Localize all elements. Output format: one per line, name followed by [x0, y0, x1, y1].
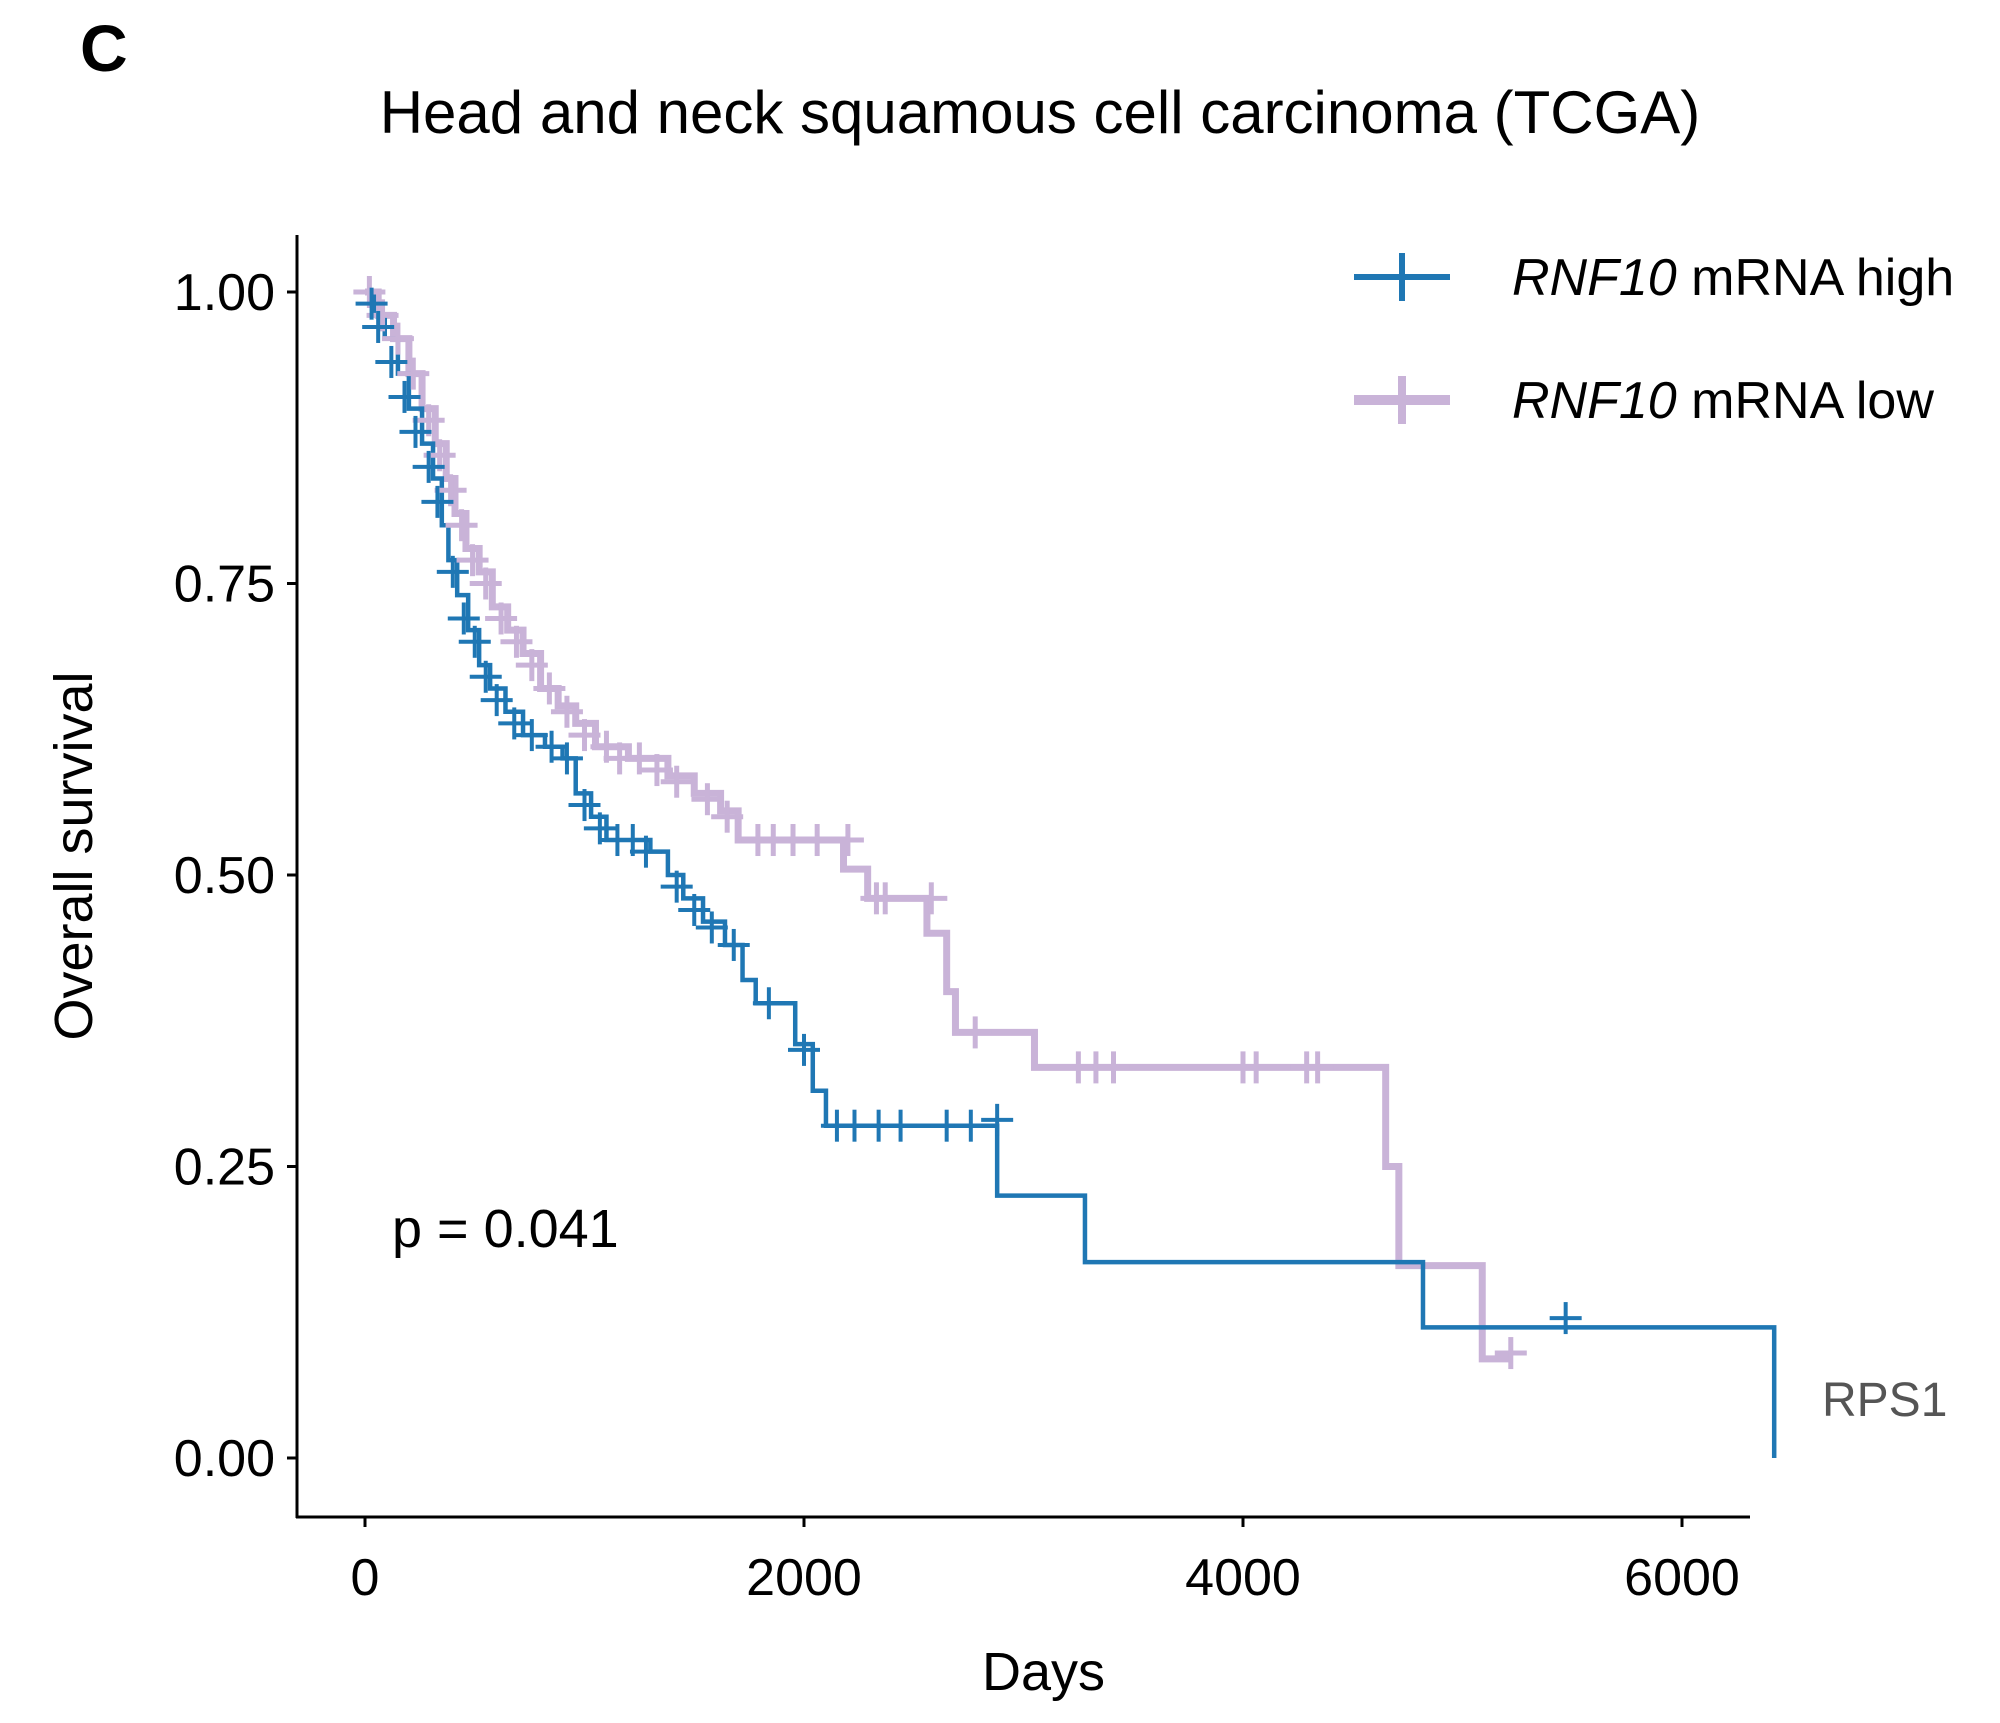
- censor-mark: [623, 742, 656, 775]
- curves: [365, 288, 1777, 1458]
- censor-mark: [445, 509, 478, 542]
- censor-mark: [1301, 1051, 1334, 1084]
- censor-mark: [412, 450, 445, 483]
- censor-mark: [629, 835, 662, 868]
- censor-mark: [801, 824, 834, 857]
- censor-mark: [397, 357, 430, 390]
- censor-mark: [981, 1103, 1014, 1136]
- censor-mark: [399, 415, 432, 448]
- censor-mark: [436, 555, 469, 588]
- censor-mark: [660, 870, 693, 903]
- censor-mark: [362, 310, 395, 343]
- y-tick-label: 0.50: [174, 847, 275, 905]
- censor-mark: [533, 672, 566, 705]
- censor-mark: [717, 928, 750, 961]
- censor-mark: [752, 987, 785, 1020]
- censor-mark: [959, 1016, 992, 1049]
- y-tick-label: 1.00: [174, 264, 275, 322]
- censor-mark: [954, 1109, 987, 1142]
- censor-mark: [831, 824, 864, 857]
- x-tick-label: 2000: [746, 1549, 862, 1607]
- censor-mark: [568, 719, 601, 752]
- censor-mark: [480, 684, 513, 717]
- legend-group-name: mRNA high: [1677, 249, 1954, 307]
- survival-curve-high: [365, 289, 1777, 1458]
- legend-gene-name: RNF10: [1512, 372, 1677, 430]
- censor-mark: [498, 707, 531, 740]
- x-tick-label: 4000: [1185, 1549, 1301, 1607]
- y-axis-title: Overall survival: [44, 671, 104, 1040]
- censor-mark: [375, 345, 408, 378]
- censor-mark: [788, 1033, 820, 1066]
- censor-mark: [515, 649, 548, 682]
- censor-mark: [388, 380, 421, 413]
- censor-mark: [678, 893, 711, 926]
- censor-mark: [869, 882, 902, 915]
- censor-mark: [915, 882, 948, 915]
- legend-gene-name: RNF10: [1512, 249, 1677, 307]
- p-value-annotation: p = 0.041: [392, 1199, 619, 1259]
- censor-mark: [421, 485, 454, 518]
- legend-group-name: mRNA low: [1677, 372, 1935, 430]
- y-tick-label: 0.75: [174, 556, 275, 614]
- censor-mark: [1240, 1051, 1273, 1084]
- y-tick-label: 0.00: [174, 1430, 275, 1488]
- censor-mark: [458, 625, 491, 658]
- censor-mark: [550, 695, 583, 728]
- censor-marks: [353, 276, 1582, 1370]
- y-tick-label: 0.25: [174, 1139, 275, 1197]
- censor-mark: [568, 789, 601, 822]
- censor-mark: [583, 812, 616, 845]
- censor-mark: [469, 567, 502, 600]
- legend-label: RNF10 mRNA low: [1512, 372, 1934, 430]
- x-axis-title: Days: [982, 1642, 1105, 1702]
- x-tick-label: 0: [351, 1549, 380, 1607]
- censor-mark: [515, 719, 548, 752]
- censor-mark: [456, 544, 489, 577]
- censor-mark: [884, 1109, 917, 1142]
- x-tick-label: 6000: [1624, 1549, 1740, 1607]
- censor-mark: [469, 660, 502, 693]
- censor-mark: [660, 765, 693, 798]
- censor-mark: [1097, 1051, 1130, 1084]
- censor-mark: [500, 625, 533, 658]
- side-label: RPS1: [1822, 1374, 1948, 1427]
- censor-mark: [550, 742, 583, 775]
- censor-mark: [640, 754, 673, 787]
- censor-mark: [447, 602, 480, 635]
- legend-item-low: RNF10 mRNA low: [1354, 372, 1934, 430]
- censor-mark: [691, 783, 724, 816]
- censor-mark: [695, 911, 728, 944]
- axes: 0.00 0.25 0.50 0.75 1.00 0 2000 4000 6000 Days Ove…: [44, 235, 1750, 1702]
- censor-mark: [1549, 1302, 1582, 1335]
- censor-mark: [1494, 1337, 1527, 1370]
- censor-mark: [711, 800, 744, 833]
- censor-mark: [381, 322, 414, 355]
- legend-label: RNF10 mRNA high: [1512, 249, 1954, 307]
- legend-item-high: RNF10 mRNA high: [1354, 249, 1954, 307]
- censor-mark: [355, 287, 388, 320]
- panel-letter: C: [80, 11, 128, 85]
- censor-mark: [485, 602, 518, 635]
- chart-title: Head and neck squamous cell carcinoma (T…: [379, 79, 1701, 146]
